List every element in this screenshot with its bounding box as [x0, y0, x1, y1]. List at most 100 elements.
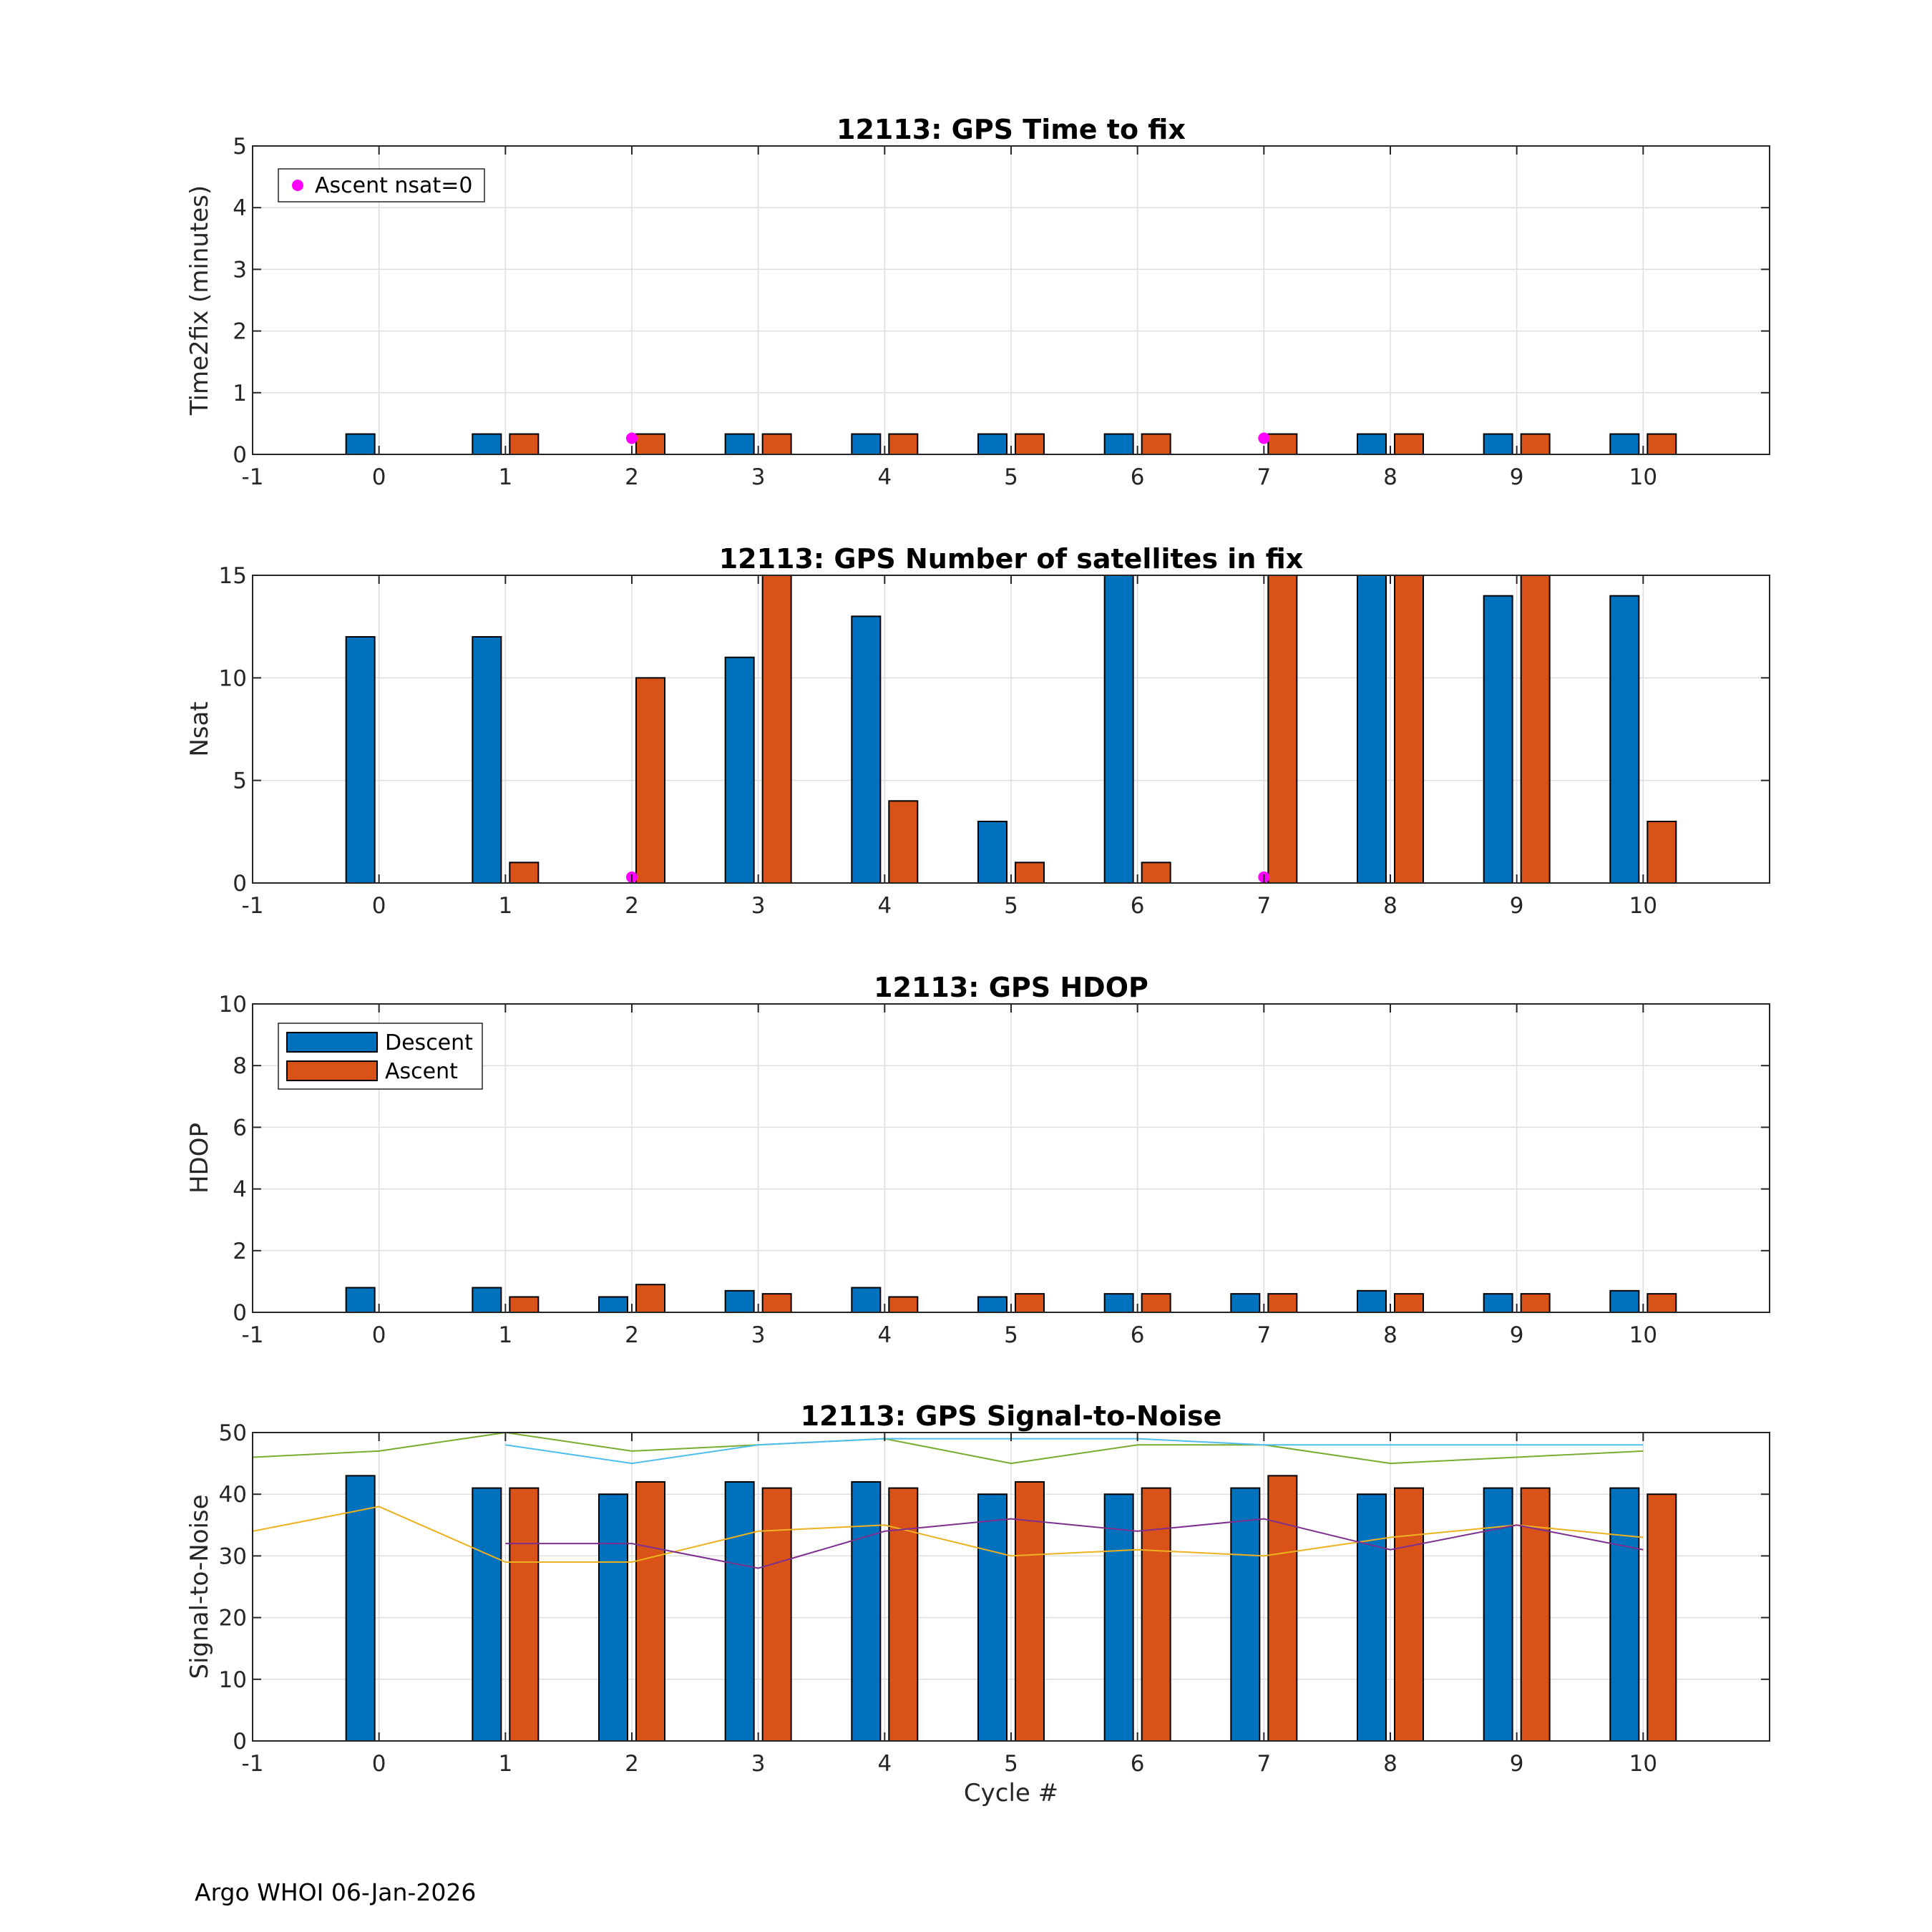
descent-bar — [598, 1493, 628, 1742]
x-tick-label: 4 — [877, 1751, 892, 1777]
x-tick-label: 3 — [751, 1751, 766, 1777]
y-axis-label: Nsat — [185, 701, 214, 756]
ascent-bar — [1394, 575, 1424, 884]
x-tick-label: 10 — [1629, 1751, 1657, 1777]
x-tick-label: 5 — [1004, 1751, 1018, 1777]
descent-bar — [1230, 1293, 1261, 1314]
y-tick-label: 0 — [233, 1300, 247, 1326]
descent-bar — [851, 1480, 882, 1742]
x-tick-label: 0 — [372, 1322, 386, 1348]
x-tick-label: 4 — [877, 1322, 892, 1348]
descent-bar — [1103, 433, 1134, 456]
ascent-bar — [509, 862, 540, 884]
panel-title: 12113: GPS Time to fix — [836, 114, 1186, 145]
descent-bar — [472, 1487, 502, 1742]
panel-title: 12113: GPS Signal-to-Noise — [801, 1400, 1222, 1432]
y-tick-label: 6 — [233, 1115, 247, 1141]
x-tick-label: 6 — [1131, 1322, 1145, 1348]
descent-bar — [1230, 1487, 1261, 1742]
ascent-bar — [1267, 575, 1298, 884]
y-tick-label: 0 — [233, 871, 247, 897]
ascent-bar — [1394, 1487, 1424, 1742]
legend-label: Descent — [385, 1030, 473, 1055]
legend: Descent Ascent — [278, 1023, 483, 1090]
ascent-bar — [761, 575, 792, 884]
x-tick-label: 1 — [498, 1322, 512, 1348]
x-tick-label: 6 — [1131, 893, 1145, 919]
legend-label: Ascent nsat=0 — [315, 173, 472, 198]
y-tick-label: 5 — [233, 769, 247, 794]
descent-bar — [345, 433, 376, 456]
x-tick-label: -1 — [242, 464, 264, 490]
ascent-bar — [888, 433, 919, 456]
descent-bar — [851, 1287, 882, 1314]
descent-bar — [1609, 1289, 1640, 1313]
snr-line-2 — [505, 1438, 1644, 1465]
descent-bar — [1357, 433, 1387, 456]
descent-bar — [598, 1296, 628, 1313]
y-axis-label: Signal-to-Noise — [185, 1494, 214, 1679]
ascent-bar — [635, 1284, 665, 1313]
footer-text: Argo WHOI 06-Jan-2026 — [195, 1878, 477, 1906]
ascent-bar — [1015, 862, 1045, 884]
x-tick-label: 9 — [1510, 1322, 1524, 1348]
legend-box — [278, 168, 485, 203]
ascent-bar — [1141, 433, 1171, 456]
descent-bar — [1609, 595, 1640, 884]
x-tick-label: 7 — [1257, 1751, 1271, 1777]
ascent-bar — [509, 433, 540, 456]
x-tick-label: 0 — [372, 464, 386, 490]
descent-bar — [1357, 1493, 1387, 1742]
descent-bar — [472, 636, 502, 884]
x-tick-label: 5 — [1004, 893, 1018, 919]
panel-title: 12113: GPS HDOP — [874, 972, 1148, 1003]
ascent-bar — [1646, 1293, 1677, 1314]
x-tick-label: 0 — [372, 1751, 386, 1777]
descent-bar — [977, 821, 1008, 884]
x-tick-label: 8 — [1383, 893, 1397, 919]
ascent-bar — [1015, 1480, 1045, 1742]
descent-bar — [851, 615, 882, 884]
ascent-bar — [888, 1296, 919, 1313]
y-axis-label: HDOP — [185, 1123, 214, 1194]
ascent-bar — [761, 1487, 792, 1742]
x-tick-label: 9 — [1510, 893, 1524, 919]
ascent-bar — [635, 677, 665, 884]
ascent-bar — [1267, 433, 1298, 456]
descent-bar — [724, 433, 755, 456]
ascent-bar — [1394, 1293, 1424, 1314]
descent-bar — [1483, 1293, 1513, 1314]
descent-bar — [345, 1475, 376, 1742]
x-tick-label: 6 — [1131, 464, 1145, 490]
descent-bar — [1609, 433, 1640, 456]
y-tick-label: 8 — [233, 1053, 247, 1079]
descent-bar — [977, 1493, 1008, 1742]
ascent-bar — [761, 433, 792, 456]
ascent-bar — [635, 433, 665, 456]
x-tick-label: 7 — [1257, 464, 1271, 490]
y-tick-label: 50 — [219, 1420, 247, 1446]
y-tick-label: 10 — [219, 1667, 247, 1693]
y-tick-label: 20 — [219, 1606, 247, 1631]
descent-bar — [724, 656, 755, 884]
x-axis-label: Cycle # — [964, 1779, 1058, 1807]
descent-bar — [1103, 575, 1134, 884]
x-tick-label: 10 — [1629, 893, 1657, 919]
x-tick-label: 8 — [1383, 1322, 1397, 1348]
x-tick-label: 8 — [1383, 1751, 1397, 1777]
descent-bar — [1357, 1289, 1387, 1313]
ascent-bar — [1141, 862, 1171, 884]
snr-line-3 — [252, 1506, 1644, 1563]
snr-line-1 — [252, 1431, 1644, 1465]
descent-bar — [1357, 575, 1387, 884]
ascent-bar — [1520, 1293, 1551, 1314]
descent-bar — [1483, 433, 1513, 456]
legend-marker-icon — [292, 180, 303, 191]
ascent-bar — [1520, 575, 1551, 884]
ascent-bar — [761, 1293, 792, 1314]
y-tick-label: 3 — [233, 257, 247, 283]
legend-swatch — [286, 1032, 378, 1053]
